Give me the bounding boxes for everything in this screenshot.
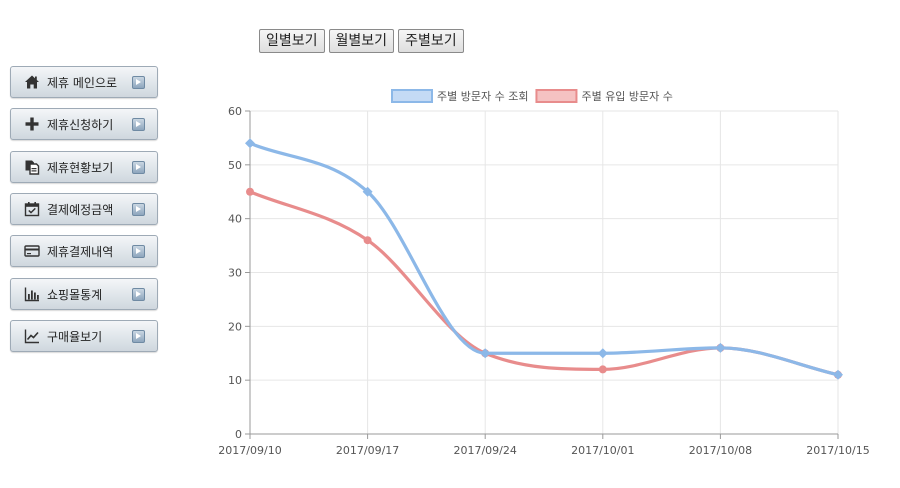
sidebar-item-partner-main[interactable]: 제휴 메인으로 xyxy=(10,66,158,98)
arrow-right-icon xyxy=(132,287,145,301)
y-tick-label: 30 xyxy=(228,267,242,280)
arrow-right-icon xyxy=(132,117,145,131)
data-point-series-2 xyxy=(716,343,725,352)
legend-label-series-2: 주별 유입 방문자 수 xyxy=(581,90,672,103)
arrow-right-icon xyxy=(132,202,145,216)
y-tick-label: 40 xyxy=(228,213,242,226)
data-point-series-2 xyxy=(598,365,607,374)
data-point-series-1 xyxy=(597,348,608,359)
arrow-right-icon xyxy=(132,160,145,174)
x-tick-label: 2017/10/08 xyxy=(689,444,752,457)
period-button-group: 일별보기 월별보기 주별보기 xyxy=(259,29,464,53)
data-point-series-1 xyxy=(245,138,255,149)
daily-view-button[interactable]: 일별보기 xyxy=(259,29,325,53)
x-tick-label: 2017/09/17 xyxy=(336,444,399,457)
y-tick-label: 20 xyxy=(228,320,242,333)
sidebar-item-label: 제휴결제내역 xyxy=(47,244,114,259)
sidebar-item-label: 구매율보기 xyxy=(47,329,103,344)
data-point-series-2 xyxy=(246,187,254,196)
sidebar-item-expected-payment[interactable]: 결제예정금액 xyxy=(10,193,158,225)
x-tick-label: 2017/10/15 xyxy=(806,444,869,457)
arrow-right-icon xyxy=(132,244,145,258)
data-point-series-1 xyxy=(833,369,843,380)
home-icon xyxy=(24,74,40,90)
sidebar-item-partner-status[interactable]: 제휴현황보기 xyxy=(10,151,158,183)
sidebar-item-label: 제휴 메인으로 xyxy=(47,75,118,90)
arrow-right-icon xyxy=(132,329,145,343)
data-point-series-2 xyxy=(363,236,372,245)
data-point-series-1 xyxy=(362,186,373,197)
x-tick-label: 2017/09/24 xyxy=(453,444,516,457)
line-chart-icon xyxy=(24,328,40,344)
legend-swatch-series-1 xyxy=(391,89,433,103)
calendar-check-icon xyxy=(24,201,40,217)
x-tick-label: 2017/10/01 xyxy=(571,444,634,457)
legend-swatch-series-2 xyxy=(535,89,578,103)
sidebar-item-purchase-rate[interactable]: 구매율보기 xyxy=(10,320,158,352)
x-tick-label: 2017/09/10 xyxy=(218,444,281,457)
legend-label-series-1: 주별 방문자 수 조회 xyxy=(437,90,528,103)
series-line-1 xyxy=(248,141,840,377)
sidebar-item-label: 제휴신청하기 xyxy=(47,117,114,132)
sidebar-item-partner-apply[interactable]: 제휴신청하기 xyxy=(10,108,158,140)
sidebar-item-label: 제휴현황보기 xyxy=(47,160,114,175)
y-tick-label: 60 xyxy=(228,105,242,118)
plus-icon xyxy=(24,116,40,132)
arrow-right-icon xyxy=(132,75,145,89)
sidebar-item-mall-stats[interactable]: 쇼핑몰통계 xyxy=(10,278,158,310)
y-tick-label: 0 xyxy=(235,428,242,441)
sidebar-item-label: 쇼핑몰통계 xyxy=(47,287,103,302)
data-point-series-1 xyxy=(715,342,726,353)
y-tick-label: 50 xyxy=(228,159,242,172)
bar-chart-icon xyxy=(24,286,40,302)
data-point-series-2 xyxy=(481,349,490,358)
weekly-view-button[interactable]: 주별보기 xyxy=(398,29,464,53)
data-point-series-1 xyxy=(480,348,491,359)
sidebar-item-label: 결제예정금액 xyxy=(47,202,114,217)
monthly-view-button[interactable]: 월별보기 xyxy=(328,29,395,53)
documents-icon xyxy=(24,159,40,175)
credit-card-icon xyxy=(24,243,40,259)
series-line-2 xyxy=(248,190,840,377)
data-point-series-2 xyxy=(834,370,842,379)
sidebar-item-payment-history[interactable]: 제휴결제내역 xyxy=(10,235,158,267)
y-tick-label: 10 xyxy=(228,374,242,387)
